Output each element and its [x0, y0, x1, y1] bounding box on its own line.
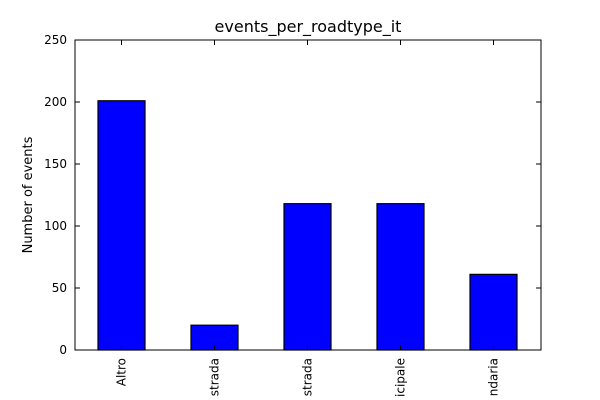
chart-title: events_per_roadtype_it	[215, 17, 402, 37]
x-tick-label-1: strada	[208, 358, 222, 396]
y-tick-label-2: 100	[44, 219, 67, 233]
x-tick-label-2: strada	[301, 358, 315, 396]
y-tick-label-1: 50	[52, 281, 67, 295]
bar-3	[376, 203, 425, 351]
y-axis-label: Number of events	[21, 136, 36, 253]
y-tick-label-3: 150	[44, 157, 67, 171]
x-tick-label-0: Altro	[115, 358, 129, 386]
y-tick-label-0: 0	[59, 343, 67, 357]
y-tick-label-5: 250	[44, 33, 67, 47]
y-tick-label-4: 200	[44, 95, 67, 109]
plot-area: Altro strada strada icipale ndaria 0 50 100 150 2…	[44, 33, 542, 397]
bar-4	[469, 273, 518, 351]
x-tick-label-3: icipale	[394, 358, 408, 397]
bar-0	[97, 100, 146, 351]
x-tick-label-4: ndaria	[487, 358, 501, 396]
bar-2	[283, 203, 332, 351]
